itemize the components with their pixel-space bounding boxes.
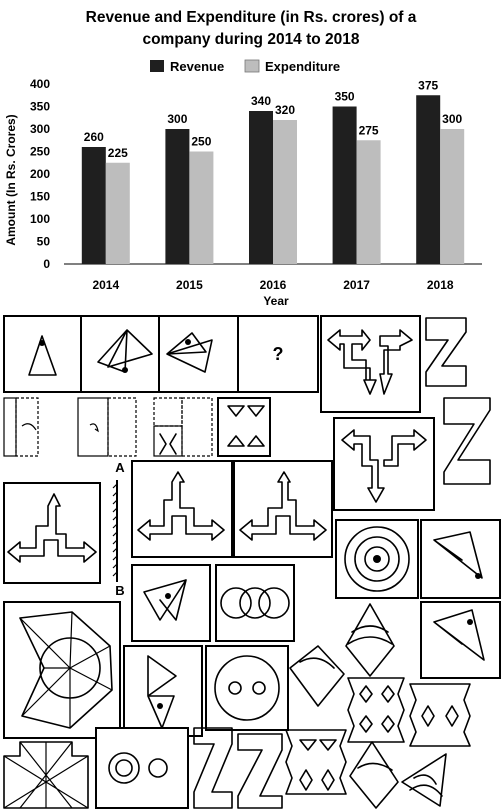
diamond-tiles-3 xyxy=(285,729,347,795)
data-label-expenditure-2016: 320 xyxy=(275,103,295,117)
diamond-tiles-2 xyxy=(409,683,471,747)
kite-figure-1 xyxy=(420,519,501,599)
concentric-circles xyxy=(335,519,419,599)
fan-kites-2 xyxy=(349,741,447,809)
kite-figure-2 xyxy=(420,601,501,679)
mirror-label-a: A xyxy=(115,460,125,475)
y-tick-label: 400 xyxy=(30,77,50,91)
fan-kites xyxy=(289,603,395,707)
data-label-expenditure-2015: 250 xyxy=(191,135,211,149)
bar-expenditure-2014 xyxy=(105,162,130,264)
y-tick-label: 200 xyxy=(30,167,50,181)
x-axis-label: Year xyxy=(263,294,289,308)
x-axis-ticks: 2014 2015 2016 2017 2018 xyxy=(92,278,453,292)
bar-revenue-2014 xyxy=(81,147,106,264)
flag-triangle-figure xyxy=(131,564,211,642)
arrow-figure-1 xyxy=(320,315,421,413)
legend-swatch-expenditure xyxy=(244,59,260,73)
hexagon-wheel xyxy=(3,601,121,739)
y-axis-label: Amount (In Rs. Crores) xyxy=(4,114,18,245)
y-tick-label: 300 xyxy=(30,122,50,136)
arrow-figure-3 xyxy=(3,482,101,584)
paper-folding-series xyxy=(3,397,271,457)
data-label-expenditure-2014: 225 xyxy=(108,146,128,160)
x-tick-label-2018: 2018 xyxy=(427,278,454,292)
double-z xyxy=(193,727,283,809)
figure-puzzles: ? A B xyxy=(3,315,501,809)
x-tick-label-2015: 2015 xyxy=(176,278,203,292)
diamond-tiles-1 xyxy=(347,677,405,743)
bar-expenditure-2018 xyxy=(440,129,465,264)
arrowhead-figure xyxy=(123,645,203,737)
y-tick-label: 0 xyxy=(43,257,50,271)
bar-expenditure-2017 xyxy=(356,140,381,264)
mirror-label-b: B xyxy=(115,583,124,598)
bar-revenue-2016 xyxy=(249,111,273,264)
legend-label-expenditure: Expenditure xyxy=(265,59,340,74)
bar-expenditure-2016 xyxy=(273,120,297,264)
bars-group: 260 225 300 250 340 320 350 275 375 300 xyxy=(81,78,465,264)
legend-label-revenue: Revenue xyxy=(170,59,224,74)
bar-revenue-2017 xyxy=(332,106,357,264)
data-label-revenue-2015: 300 xyxy=(167,112,187,126)
bar-revenue-2015 xyxy=(165,129,190,264)
bar-expenditure-2015 xyxy=(189,151,214,264)
x-tick-label-2016: 2016 xyxy=(260,278,287,292)
arrow-figure-5 xyxy=(233,460,333,558)
data-label-revenue-2018: 375 xyxy=(418,78,438,92)
button-circle xyxy=(205,645,289,731)
data-label-expenditure-2018: 300 xyxy=(442,112,462,126)
chart-legend: Revenue Expenditure xyxy=(150,59,340,74)
data-label-expenditure-2017: 275 xyxy=(359,123,379,137)
question-mark: ? xyxy=(273,344,284,364)
legend-swatch-revenue xyxy=(150,60,164,72)
y-tick-label: 100 xyxy=(30,212,50,226)
arrow-figure-4 xyxy=(131,460,233,558)
bar-revenue-2018 xyxy=(416,95,441,264)
crossed-square xyxy=(3,741,89,809)
chart-title-line-1: Revenue and Expenditure (in Rs. crores) … xyxy=(86,9,417,26)
x-tick-label-2014: 2014 xyxy=(92,278,119,292)
data-label-revenue-2016: 340 xyxy=(251,94,271,108)
data-label-revenue-2017: 350 xyxy=(335,90,355,104)
y-tick-label: 250 xyxy=(30,145,50,159)
x-tick-label-2017: 2017 xyxy=(343,278,370,292)
chart-title-line-2: company during 2014 to 2018 xyxy=(142,31,359,48)
y-tick-label: 350 xyxy=(30,100,50,114)
three-rings xyxy=(215,564,295,642)
target-and-circle xyxy=(95,727,189,809)
mirror-line: A B xyxy=(112,460,125,598)
y-axis-ticks: 0 50 100 150 200 250 300 350 400 xyxy=(30,77,50,271)
bar-chart: Revenue and Expenditure (in Rs. crores) … xyxy=(4,9,482,308)
y-tick-label: 150 xyxy=(30,190,50,204)
y-tick-label: 50 xyxy=(37,235,51,249)
z-shape-1 xyxy=(425,317,467,387)
z-shape-2 xyxy=(443,397,491,485)
arrow-figure-2 xyxy=(333,417,435,511)
triangle-series-boxes: ? xyxy=(3,315,319,393)
data-label-revenue-2014: 260 xyxy=(84,130,104,144)
